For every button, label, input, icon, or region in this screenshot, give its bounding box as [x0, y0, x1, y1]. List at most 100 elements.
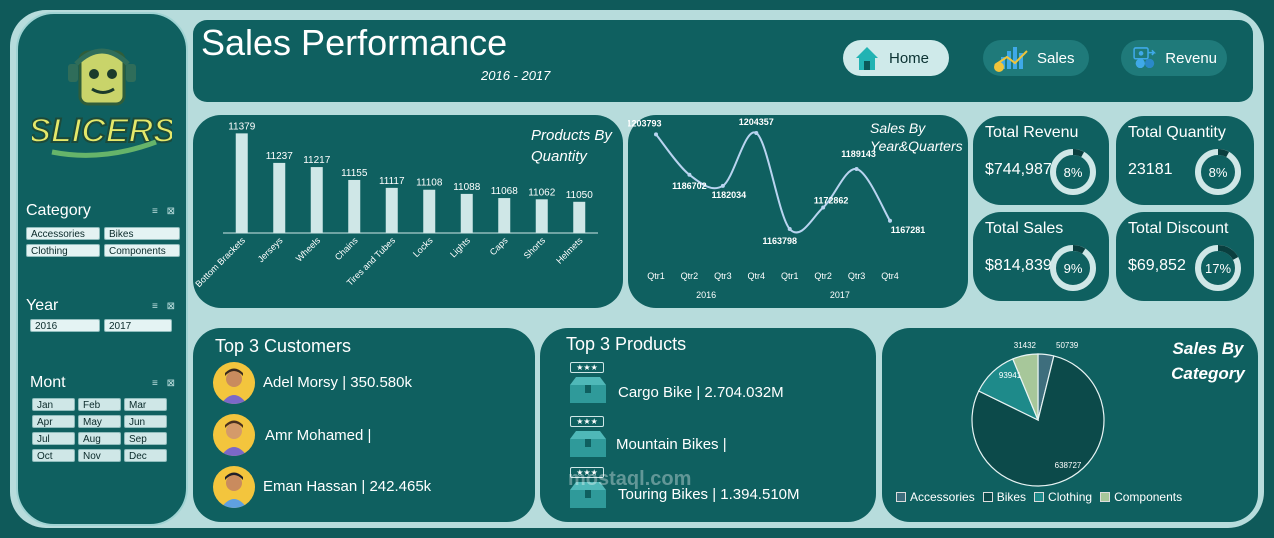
pie-value-label-bikes: 638727	[1055, 461, 1082, 470]
legend-bikes: Bikes	[982, 490, 1026, 504]
top-customers-title: Top 3 Customers	[215, 336, 352, 356]
product-3-box-icon	[570, 482, 606, 508]
line-value-label-0: 1203793	[628, 118, 662, 128]
year-clear-filter-icon[interactable]: ≡ ⊠	[152, 301, 178, 312]
month-chip-dec[interactable]: Dec	[124, 449, 167, 462]
month-chip-nov[interactable]: Nov	[78, 449, 121, 462]
sales-by-category-panel: Sales By Category 31432 638727 93941 50739 …	[882, 328, 1258, 522]
watermark: mostaql.com	[568, 468, 692, 490]
month-chip-aug[interactable]: Aug	[78, 432, 121, 445]
month-chip-jul[interactable]: Jul	[32, 432, 75, 445]
nav-revenue-label: Revenu	[1165, 49, 1217, 67]
year-chip-2017[interactable]: 2017	[104, 319, 172, 332]
line-point-4[interactable]	[787, 227, 792, 231]
kpi-total-discount-title: Total Discount	[1128, 220, 1229, 237]
month-chip-jan[interactable]: Jan	[32, 398, 75, 411]
bar-8[interactable]	[535, 199, 548, 233]
customer-avatar-2	[213, 414, 255, 456]
bar-6[interactable]	[460, 193, 473, 233]
sales-by-category-legend: Accessories Bikes Clothing Components	[896, 490, 1190, 504]
category-clear-filter-icon[interactable]: ≡ ⊠	[152, 206, 178, 217]
bar-value-label-1: 11237	[266, 151, 294, 162]
category-chip-components[interactable]: Components	[104, 244, 180, 257]
legend-components: Components	[1100, 490, 1182, 504]
top-customers-panel: Top 3 Customers Adel Morsy | 350.580k Am…	[193, 328, 535, 522]
month-chip-mar[interactable]: Mar	[124, 398, 167, 411]
line-point-6[interactable]	[854, 167, 859, 172]
bar-category-label-3: Chains	[333, 235, 360, 262]
category-chip-bikes[interactable]: Bikes	[104, 227, 180, 240]
line-point-5[interactable]	[821, 205, 826, 210]
legend-clothing: Clothing	[1034, 490, 1092, 504]
sales-by-category-title: Sales By Category	[1171, 339, 1245, 383]
month-chip-jun[interactable]: Jun	[124, 415, 167, 428]
bar-5[interactable]	[423, 189, 436, 233]
pie-slice-components[interactable]	[1012, 353, 1039, 421]
pie-value-label-components: 50739	[1056, 341, 1079, 350]
line-value-label-5: 1172862	[814, 196, 849, 206]
nav-revenue-button[interactable]: Revenu	[1121, 40, 1227, 76]
line-quarter-label-5: Qtr2	[814, 271, 832, 281]
bar-value-label-9: 11050	[566, 190, 594, 201]
sales-line-series[interactable]	[655, 131, 891, 234]
bar-7[interactable]	[498, 198, 511, 233]
legend-accessories: Accessories	[896, 490, 975, 504]
kpi-total-quantity-value: 23181	[1128, 161, 1173, 178]
line-point-7[interactable]	[888, 218, 892, 223]
customer-3-text: Eman Hassan | 242.465k	[263, 478, 432, 495]
products-by-quantity-title: Products By Quantity	[531, 127, 612, 165]
pie-slice-bikes[interactable]	[971, 355, 1105, 487]
legend-swatch-components	[1100, 492, 1111, 502]
kpi-total-revenue-card: Total Revenu $744,987 8%	[973, 116, 1109, 205]
month-chip-may[interactable]: May	[78, 415, 121, 428]
category-chip-clothing[interactable]: Clothing	[26, 244, 100, 257]
line-point-3[interactable]	[754, 131, 759, 135]
line-point-2[interactable]	[720, 183, 725, 188]
sales-by-category-chart: 31432 638727 93941 50739	[971, 341, 1105, 487]
category-slicer-title: Category	[26, 202, 91, 219]
month-clear-filter-icon[interactable]: ≡ ⊠	[152, 378, 178, 389]
line-quarter-label-1: Qtr2	[681, 271, 699, 281]
legend-swatch-bikes	[982, 492, 993, 502]
kpi-total-sales-card: Total Sales $814,839 9%	[973, 212, 1109, 301]
month-chip-feb[interactable]: Feb	[78, 398, 121, 411]
product-3-rating-icon: ★★★	[570, 467, 604, 478]
products-by-quantity-chart: 11379 Bottom Brackets 11237 Jerseys 11217 Whe…	[193, 121, 598, 289]
year-chip-2016[interactable]: 2016	[30, 319, 100, 332]
kpi-total-quantity-title: Total Quantity	[1128, 124, 1226, 141]
year-slicer-title: Year	[26, 297, 59, 314]
month-chip-sep[interactable]: Sep	[124, 432, 167, 445]
kpi-total-revenue-ring	[1050, 149, 1096, 195]
nav-sales-button[interactable]: Sales	[983, 40, 1089, 76]
line-point-0[interactable]	[654, 132, 658, 137]
customer-2-text: Amr Mohamed |	[265, 427, 372, 444]
line-value-label-6: 1189143	[841, 149, 876, 159]
kpi-total-quantity-ring	[1195, 149, 1241, 195]
customer-avatar-1	[213, 362, 255, 404]
line-quarter-label-3: Qtr4	[748, 271, 766, 281]
product-1-box-icon	[570, 377, 606, 403]
line-point-1[interactable]	[687, 172, 692, 177]
bar-chart-icon	[994, 47, 1028, 72]
bar-2[interactable]	[310, 167, 323, 233]
bar-9[interactable]	[573, 201, 586, 233]
month-slicer-title: Mont	[30, 374, 66, 391]
bar-4[interactable]	[385, 187, 398, 233]
bar-1[interactable]	[273, 162, 286, 233]
bar-3[interactable]	[348, 179, 361, 233]
nav-sales-label: Sales	[1037, 49, 1075, 67]
sales-by-quarter-panel: Sales By Year&Quarters 1203793 Qtr1 118670…	[628, 115, 968, 308]
sales-by-quarter-chart: 1203793 Qtr1 1186702 Qtr2 1182034 Qtr3 1204357…	[628, 117, 925, 300]
bar-0[interactable]	[235, 133, 248, 233]
kpi-total-quantity-card: Total Quantity 23181 8%	[1116, 116, 1254, 205]
customer-1-text: Adel Morsy | 350.580k	[263, 374, 412, 391]
kpi-total-sales-title: Total Sales	[985, 220, 1064, 237]
month-chip-oct[interactable]: Oct	[32, 449, 75, 462]
product-1-text: Cargo Bike | 2.704.032M	[618, 384, 784, 401]
kpi-total-discount-value: $69,852	[1128, 257, 1186, 274]
legend-label-components: Components	[1114, 490, 1183, 504]
nav-home-button[interactable]: Home	[843, 40, 949, 76]
line-quarter-label-7: Qtr4	[881, 271, 899, 281]
month-chip-apr[interactable]: Apr	[32, 415, 75, 428]
category-chip-accessories[interactable]: Accessories	[26, 227, 100, 240]
